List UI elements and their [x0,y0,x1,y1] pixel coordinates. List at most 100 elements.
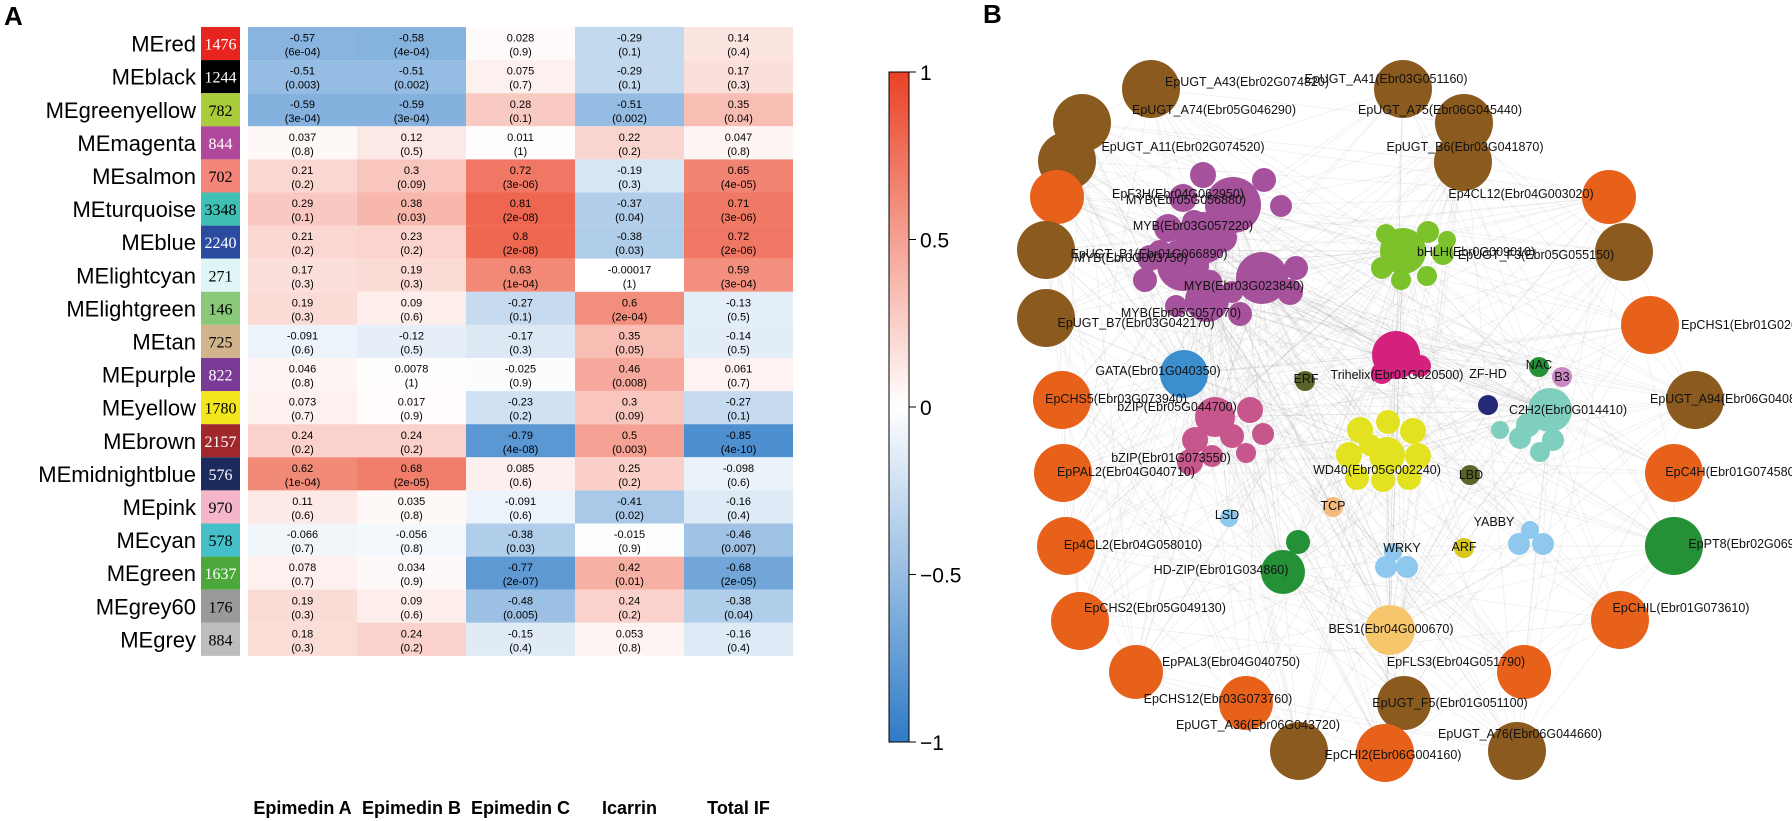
cell-pvalue: (2e-04) [612,311,647,323]
network-edge [1079,545,1675,622]
network-node [1185,278,1229,322]
heatmap-cell [575,358,684,392]
heatmap-cell [357,358,466,392]
network-edge [1214,416,1518,752]
network-edge [1056,196,1137,673]
heatmap-cell [684,159,793,193]
network-node [1595,223,1653,281]
module-color-swatch [201,93,240,127]
cell-correlation: 0.046 [289,364,317,376]
network-edge [1214,416,1525,673]
trait-column-label: Total IF [707,798,770,818]
network-node [1582,170,1636,224]
heatmap-cell [575,622,684,656]
network-edge [1201,237,1306,382]
network-node-label: Trihelix(Ebr01G020500) [1331,368,1464,382]
module-label: MEcyan [117,528,196,553]
cell-pvalue: (0.2) [291,179,314,191]
cell-pvalue: (0.5) [727,344,750,356]
cell-pvalue: (0.04) [615,212,644,224]
module-label: MElightgreen [66,296,196,321]
heatmap-cell [248,358,357,392]
network-edge [1062,196,1610,474]
network-node-label: EpCHS2(Ebr05G049130) [1084,601,1226,615]
network-edge [1232,122,1465,206]
cell-pvalue: (0.2) [618,477,641,489]
network-edge [1201,237,1391,631]
network-edge [1062,264,1184,474]
heatmap-cell [684,27,793,61]
module-label: MEgrey [120,627,196,652]
cell-pvalue: (0.002) [612,113,647,125]
heatmap-cell [466,60,575,94]
cluster-member-node [1237,397,1263,423]
cell-correlation: 0.22 [619,132,640,144]
network-node-label: LBD [1459,468,1483,482]
network-edge [1066,160,1386,754]
network-node-label: ARF [1452,540,1477,554]
network-node [1528,388,1572,432]
cluster-member-node [1182,427,1208,453]
network-edge [1065,264,1184,547]
module-gene-count: 2240 [205,235,237,252]
trait-column-label: Epimedin A [253,798,351,818]
cell-correlation: 0.72 [510,165,531,177]
network-edge [1061,399,1551,411]
network-edge [1261,277,1544,545]
network-node-label: EpUGT_A74(Ebr05G046290) [1132,103,1296,117]
network-edge [1232,204,1651,326]
network-edge [1182,264,1518,752]
network-node-label: ZF-HD [1469,367,1507,381]
network-node [1017,289,1075,347]
network-node-label: NAC [1526,358,1552,372]
heatmap-cell [575,523,684,557]
network-edge [1389,472,1675,631]
network-edge [1062,88,1404,474]
network-node-label: EpC4H(Ebr01G074580) [1665,465,1792,479]
network-node [1621,296,1679,354]
network-edge [1462,161,1675,547]
cell-pvalue: (2e-08) [503,212,538,224]
cluster-member-node [1201,445,1223,467]
module-gene-count: 822 [209,368,233,385]
network-edge [1065,373,1185,547]
network-edge [1183,122,1465,375]
network-edge [1261,277,1675,474]
cell-pvalue: (0.6) [509,510,532,522]
network-edge [1214,416,1675,547]
cell-pvalue: (0.1) [618,80,641,92]
network-edge [1395,88,1404,356]
module-label: MEred [131,32,196,57]
cluster-member-node [1228,302,1252,326]
cell-pvalue: (0.008) [612,378,647,390]
module-label: MEmagenta [77,131,196,156]
cell-correlation: -0.098 [723,463,754,475]
cluster-member-node [1376,410,1400,434]
network-edge [1150,88,1675,474]
cell-correlation: 0.24 [401,628,422,640]
cell-pvalue: (0.1) [727,411,750,423]
network-edge [1206,299,1518,752]
network-edge [1228,250,1404,519]
heatmap-cell [357,159,466,193]
network-edge [1389,404,1489,631]
network-edge [1045,317,1397,356]
network-edge [1304,380,1391,631]
cell-pvalue: (0.2) [291,444,314,456]
cell-correlation: 0.3 [404,165,419,177]
module-gene-count: 576 [209,467,233,484]
network-edge [1389,399,1696,631]
trait-column-label: Epimedin C [471,798,570,818]
network-edge [1214,416,1405,704]
trait-column-label: Epimedin B [362,798,461,818]
heatmap-cell [684,93,793,127]
network-edge [1206,299,1544,545]
cell-correlation: 0.8 [513,231,528,243]
network-edge [1062,472,1405,704]
heatmap-cell [466,391,575,425]
heatmap-cell [248,589,357,623]
cell-correlation: -0.16 [726,496,751,508]
heatmap-cell [684,192,793,226]
cell-correlation: -0.77 [508,562,533,574]
cluster-member-node [1397,466,1421,490]
